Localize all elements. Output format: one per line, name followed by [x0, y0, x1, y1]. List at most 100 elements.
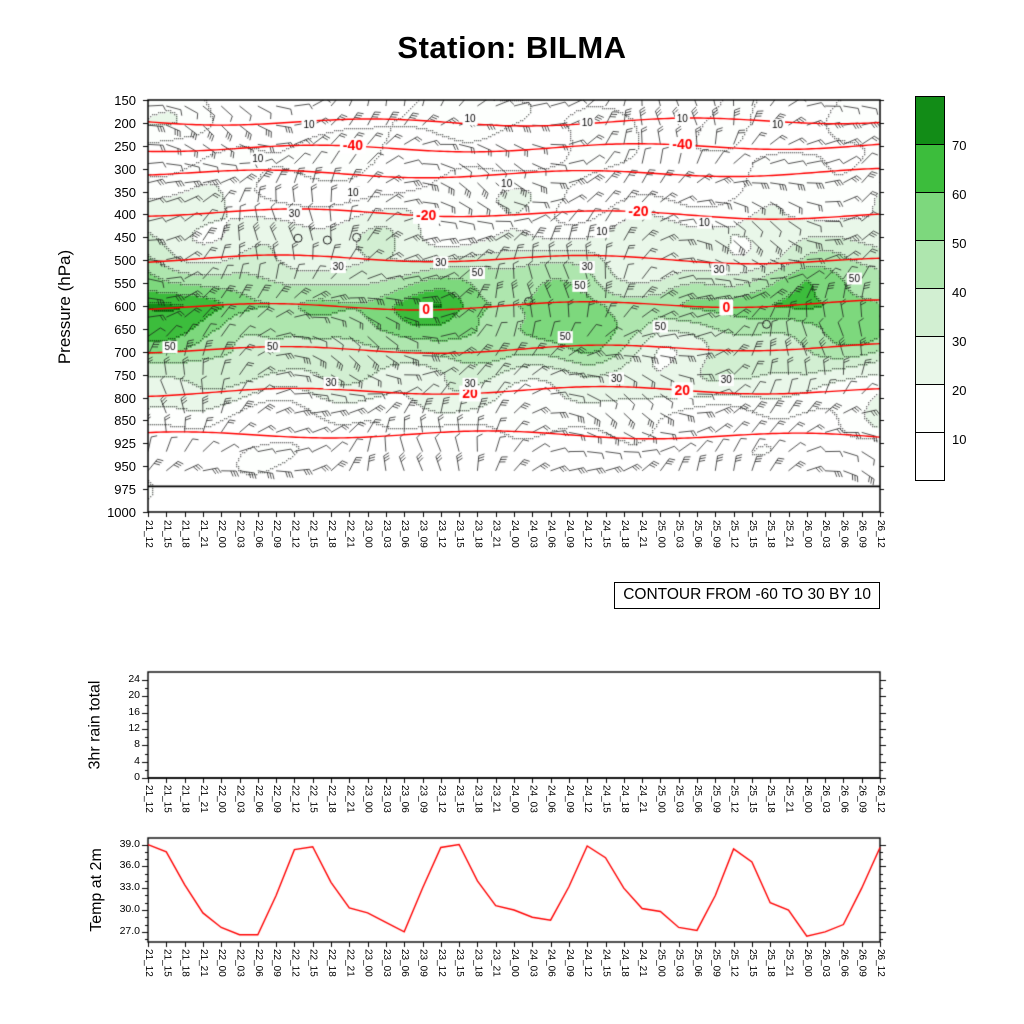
time-tick-label: 25_09 — [710, 949, 722, 977]
time-tick-label: 25_00 — [655, 949, 667, 977]
time-tick-label: 25_15 — [746, 520, 758, 548]
temp-tick-label: 30.0 — [119, 903, 140, 915]
time-tick-label: 25_12 — [728, 949, 740, 977]
pressure-tick-label: 300 — [114, 161, 136, 177]
time-tick-label: 24_21 — [637, 785, 649, 813]
time-tick-label: 21_12 — [143, 785, 154, 813]
time-tick-label: 22_18 — [326, 520, 337, 548]
time-tick-label: 24_15 — [600, 520, 612, 548]
time-tick-label: 24_03 — [527, 520, 539, 548]
pressure-tick-label: 400 — [114, 207, 136, 223]
time-tick-label: 24_12 — [582, 785, 594, 813]
rh-wind-contour-canvas — [138, 90, 890, 522]
time-tick-label: 24_12 — [582, 520, 594, 548]
time-tick-label: 26_09 — [856, 785, 868, 813]
colorbar-label: 10 — [952, 432, 967, 447]
time-tick-label: 24_06 — [545, 949, 557, 977]
time-tick-label: 22_09 — [271, 785, 283, 813]
time-tick-label: 24_21 — [637, 949, 649, 977]
time-tick-label: 23_21 — [490, 520, 502, 548]
colorbar-segment — [915, 192, 945, 241]
time-tick-label: 23_03 — [380, 949, 392, 977]
temp-series-canvas — [138, 832, 890, 948]
time-tick-label: 24_00 — [509, 949, 520, 977]
time-tick-label: 22_12 — [289, 785, 301, 813]
colorbar-label: 60 — [952, 187, 967, 202]
time-tick-label: 24_09 — [563, 785, 575, 813]
time-tick-label: 25_12 — [728, 520, 740, 548]
pressure-tick-label: 750 — [114, 367, 136, 383]
time-tick-label: 25_06 — [692, 949, 703, 977]
colorbar-label: 50 — [952, 236, 967, 251]
time-tick-label: 26_06 — [838, 520, 850, 548]
time-tick-label: 23_12 — [435, 520, 447, 548]
time-tick-label: 25_03 — [673, 949, 685, 977]
time-tick-label: 21_12 — [143, 520, 154, 548]
time-tick-label: 22_09 — [271, 520, 283, 548]
time-tick-label: 22_03 — [234, 520, 246, 548]
time-tick-label: 24_21 — [637, 520, 649, 548]
pressure-tick-label: 600 — [114, 299, 136, 314]
time-tick-label: 22_15 — [307, 949, 319, 977]
time-tick-label: 26_00 — [801, 785, 813, 813]
pressure-tick-label: 950 — [114, 459, 136, 475]
rain-tick-label: 0 — [104, 772, 140, 783]
time-tick-label: 24_00 — [509, 785, 520, 813]
time-tick-label: 21_15 — [161, 785, 173, 813]
time-tick-label: 24_09 — [563, 520, 575, 548]
pressure-tick-label: 150 — [114, 93, 136, 108]
time-tick-label: 25_15 — [746, 949, 758, 977]
time-tick-label: 24_03 — [527, 949, 539, 977]
pressure-tick-label: 700 — [114, 344, 136, 360]
pressure-tick-labels: 150 200 250 300 350 400 450 500 550 600 650 700 750 8… — [92, 94, 136, 519]
time-tick-label: 23_21 — [490, 949, 502, 977]
time-tick-label: 23_00 — [362, 949, 374, 977]
time-tick-label: 26_12 — [875, 785, 886, 813]
time-tick-label: 25_03 — [673, 785, 685, 813]
pressure-tick-label: 550 — [114, 276, 136, 292]
rh-colorbar-labels: 70 60 50 40 30 20 10 — [952, 97, 982, 489]
pressure-tick-label: 650 — [114, 321, 136, 337]
rain-tick-label: 24 — [128, 673, 140, 686]
time-tick-label: 23_18 — [472, 949, 484, 977]
rain-tick-label: 8 — [104, 739, 140, 750]
time-tick-label: 23_03 — [380, 785, 392, 813]
time-tick-label: 25_06 — [692, 785, 703, 813]
colorbar-label: 20 — [952, 383, 967, 398]
time-tick-label: 22_21 — [344, 785, 356, 813]
time-tick-label: 22_03 — [234, 949, 246, 977]
colorbar-label: 40 — [952, 285, 967, 300]
contour-note: CONTOUR FROM -60 TO 30 BY 10 — [614, 582, 880, 609]
time-tick-label: 24_06 — [545, 785, 557, 813]
time-tick-label: 23_00 — [362, 520, 374, 548]
pressure-tick-label: 800 — [114, 390, 136, 406]
time-tick-label: 22_03 — [234, 785, 246, 813]
time-tick-label: 24_18 — [618, 949, 630, 977]
time-tick-label: 26_03 — [820, 785, 832, 813]
time-tick-label: 26_12 — [875, 949, 886, 977]
colorbar-segment — [915, 432, 945, 481]
time-tick-label: 23_21 — [490, 785, 502, 813]
pressure-tick-label: 925 — [114, 436, 136, 452]
time-tick-label: 25_18 — [765, 785, 777, 813]
time-tick-label: 21_12 — [143, 949, 154, 977]
time-tick-label: 22_09 — [271, 949, 283, 977]
time-tick-label: 24_09 — [563, 949, 575, 977]
time-tick-label: 22_15 — [307, 785, 319, 813]
time-tick-label: 23_09 — [417, 520, 429, 548]
time-tick-label: 25_09 — [710, 520, 722, 548]
rain-tick-label: 20 — [128, 689, 140, 702]
pressure-tick-label: 350 — [114, 184, 136, 200]
time-tick-label: 26_00 — [801, 520, 813, 548]
time-tick-label: 22_00 — [216, 949, 228, 977]
time-tick-label: 22_21 — [344, 949, 356, 977]
rain-series-canvas — [138, 666, 890, 784]
pressure-tick-label: 500 — [114, 253, 136, 269]
time-tick-label: 22_00 — [216, 785, 228, 813]
time-tick-label: 23_03 — [380, 520, 392, 548]
rain-time-tick-labels: 21_12 21_15 21_18 21_21 22_00 22_03 22_06 22_09… — [143, 783, 888, 837]
time-tick-label: 24_12 — [582, 949, 594, 977]
time-tick-label: 23_09 — [417, 785, 429, 813]
time-tick-label: 24_00 — [509, 520, 520, 548]
